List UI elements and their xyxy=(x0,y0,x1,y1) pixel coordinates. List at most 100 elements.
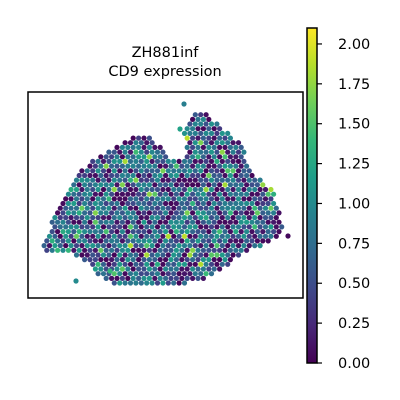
data-point xyxy=(187,186,193,193)
data-point xyxy=(71,210,77,216)
data-point xyxy=(187,224,193,230)
data-point xyxy=(98,163,104,169)
data-point xyxy=(68,205,74,211)
data-point xyxy=(130,163,136,169)
data-point xyxy=(203,177,209,183)
data-point xyxy=(76,247,82,253)
data-point xyxy=(198,252,204,258)
data-point xyxy=(184,135,190,141)
data-point xyxy=(92,182,98,188)
data-point xyxy=(187,177,193,183)
data-point xyxy=(217,191,223,197)
data-point xyxy=(200,275,206,281)
data-point xyxy=(114,229,120,235)
data-point xyxy=(187,205,193,211)
data-point xyxy=(114,257,120,263)
data-point xyxy=(92,210,98,216)
data-point xyxy=(173,229,179,235)
data-point xyxy=(95,168,101,174)
data-point xyxy=(249,238,255,244)
data-point xyxy=(165,280,171,286)
data-point xyxy=(181,168,188,174)
data-point xyxy=(163,266,169,272)
colorbar-tick-label: 1.75 xyxy=(338,77,370,93)
data-point xyxy=(109,229,115,235)
data-point xyxy=(125,229,131,235)
data-point xyxy=(63,205,69,211)
data-point xyxy=(227,144,233,150)
data-point xyxy=(141,210,147,216)
data-point xyxy=(222,135,228,141)
data-point xyxy=(192,158,198,164)
data-point xyxy=(117,149,123,155)
data-point xyxy=(268,186,274,193)
data-point xyxy=(125,144,131,150)
data-point xyxy=(273,205,279,211)
data-point xyxy=(60,200,66,207)
data-point xyxy=(198,233,204,239)
data-point xyxy=(225,130,231,136)
data-point xyxy=(235,196,242,202)
data-point xyxy=(244,238,250,244)
data-point xyxy=(230,215,236,221)
data-point xyxy=(157,219,163,225)
data-point xyxy=(106,149,112,155)
data-point xyxy=(241,233,247,239)
data-point xyxy=(235,215,242,221)
data-point xyxy=(227,229,233,235)
data-point xyxy=(92,247,98,253)
data-point xyxy=(79,196,85,202)
data-point xyxy=(119,163,125,169)
data-point xyxy=(144,168,150,174)
data-point xyxy=(98,154,104,160)
data-point xyxy=(63,215,69,221)
data-point xyxy=(146,135,152,141)
data-point xyxy=(109,154,115,160)
data-point xyxy=(192,215,198,221)
data-point xyxy=(257,186,263,193)
data-point xyxy=(222,154,228,160)
data-point xyxy=(219,158,225,164)
data-point xyxy=(103,200,109,207)
data-point xyxy=(265,200,271,207)
colorbar-tick-label: 0.75 xyxy=(338,236,370,252)
data-point xyxy=(176,196,182,202)
data-point xyxy=(57,243,63,249)
data-point xyxy=(217,257,223,263)
data-point xyxy=(119,182,125,188)
data-point xyxy=(214,130,220,136)
data-point xyxy=(133,215,139,221)
data-point xyxy=(109,247,115,253)
data-point xyxy=(190,191,196,197)
data-point xyxy=(195,144,201,150)
data-point xyxy=(195,257,201,263)
data-point xyxy=(219,215,225,221)
data-point xyxy=(76,210,82,216)
data-point xyxy=(171,215,177,221)
data-point xyxy=(138,149,144,155)
data-point xyxy=(119,172,125,179)
data-point xyxy=(144,261,150,267)
data-point xyxy=(200,191,206,197)
data-point xyxy=(111,243,117,249)
data-point xyxy=(111,149,117,155)
data-point xyxy=(136,172,142,179)
data-point xyxy=(95,224,101,230)
data-point xyxy=(117,243,123,249)
data-point xyxy=(90,261,96,267)
data-point xyxy=(52,243,58,249)
data-point xyxy=(141,275,147,281)
data-point xyxy=(206,182,212,188)
data-point xyxy=(252,224,258,230)
data-point xyxy=(149,140,155,146)
data-point xyxy=(173,257,179,263)
data-point xyxy=(227,135,233,141)
data-point xyxy=(246,215,252,221)
data-point xyxy=(82,182,88,188)
data-point xyxy=(254,191,260,197)
data-point xyxy=(114,144,120,150)
data-point xyxy=(238,200,244,207)
data-point xyxy=(217,126,223,132)
data-point xyxy=(184,266,190,272)
data-point xyxy=(122,252,128,258)
